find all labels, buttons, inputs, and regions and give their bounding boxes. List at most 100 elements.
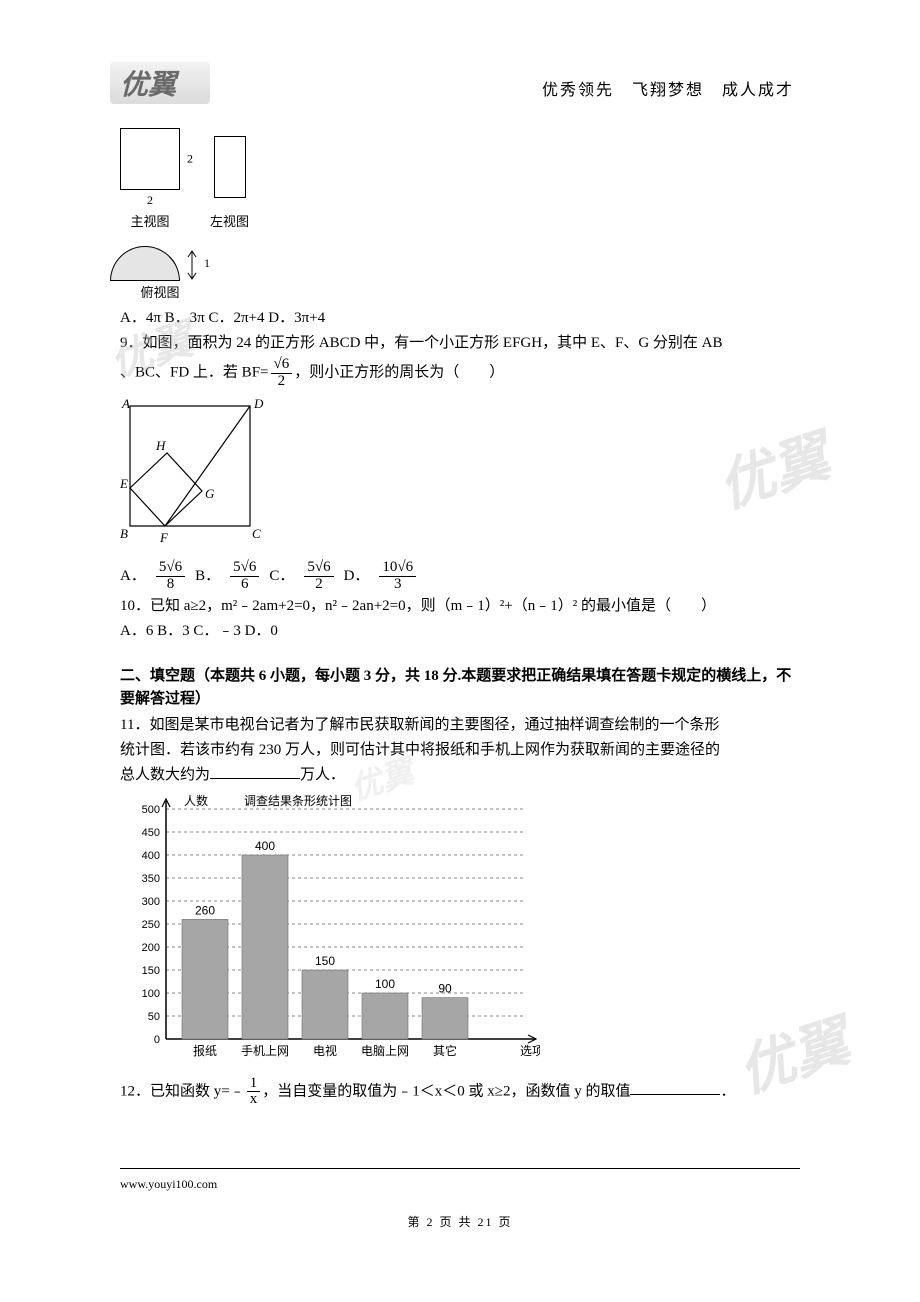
q10-options: A．6 B．3 C．﹣3 D．0 — [120, 620, 800, 643]
svg-text:电视: 电视 — [313, 1043, 337, 1058]
q9-frac-den: 2 — [271, 374, 293, 390]
side-view-rect — [214, 136, 246, 198]
q8-options: A．4π B．3π C．2π+4 D．3π+4 — [120, 307, 800, 330]
svg-text:D: D — [253, 396, 264, 411]
front-view-height: 2 — [187, 150, 193, 169]
q12-den: x — [247, 1092, 261, 1108]
svg-text:400: 400 — [142, 850, 160, 862]
logo-text: 优翼 — [120, 64, 176, 107]
svg-text:50: 50 — [148, 1011, 160, 1023]
q11-line3: 总人数大约为 万人． — [120, 764, 800, 787]
svg-text:90: 90 — [438, 982, 452, 996]
q9-a-den: 8 — [156, 577, 185, 593]
q12-num: 1 — [247, 1076, 261, 1093]
page-header: 优翼 优秀领先 飞翔梦想 成人成才 — [120, 68, 800, 104]
q8-views-row: 2 2 主视图 左视图 — [120, 128, 800, 232]
q9-a-num: 5√6 — [156, 560, 185, 577]
top-view-label: 俯视图 — [140, 283, 179, 303]
q11-line3-post: 万人． — [300, 767, 345, 783]
q9-opt-c-frac: 5√62 — [304, 560, 333, 593]
svg-text:C: C — [252, 526, 261, 541]
q11-line3-pre: 总人数大约为 — [120, 767, 210, 783]
q9-opt-a-label: A． — [120, 565, 146, 588]
q12-line: 12．已知函数 y=﹣1x，当自变量的取值为﹣1＜x＜0 或 x≥2，函数值 y… — [120, 1076, 800, 1109]
q9-frac-num: √6 — [271, 357, 293, 374]
q9-opt-a-frac: 5√68 — [156, 560, 185, 593]
dim-arrow-icon — [186, 249, 198, 281]
svg-text:其它: 其它 — [433, 1043, 457, 1058]
q9-opt-d-label: D． — [344, 565, 370, 588]
q9-c-num: 5√6 — [304, 560, 333, 577]
svg-text:G: G — [205, 486, 215, 501]
q11-chart: 人数 调查结果条形统计图 0 50 100 150 200 250 300 350 400 450 50… — [120, 791, 800, 1069]
q12-post: ． — [720, 1083, 735, 1099]
top-view-depth-dim — [186, 249, 198, 281]
svg-text:选项: 选项 — [520, 1044, 540, 1058]
header-slogan: 优秀领先 飞翔梦想 成人成才 — [542, 79, 800, 104]
q9-line1: 9．如图，面积为 24 的正方形 ABCD 中，有一个小正方形 EFGH，其中 … — [120, 332, 800, 355]
q9-opt-d-frac: 10√63 — [379, 560, 416, 593]
svg-text:人数: 人数 — [184, 793, 208, 808]
q9-opt-c-label: C． — [269, 565, 294, 588]
top-view-depth: 1 — [204, 254, 210, 273]
top-view-shape — [110, 246, 180, 281]
q9-line2: 、BC、FD 上．若 BF=√62，则小正方形的周长为（ ） — [120, 357, 800, 390]
q12-pre: 12．已知函数 y=﹣ — [120, 1083, 245, 1099]
q10-line1: 10．已知 a≥2，m²﹣2am+2=0，n²﹣2an+2=0，则（m﹣1）²+… — [120, 595, 800, 618]
logo: 优翼 — [120, 68, 210, 104]
svg-text:300: 300 — [142, 896, 160, 908]
q9-b-den: 6 — [230, 577, 259, 593]
bar-chart-svg: 人数 调查结果条形统计图 0 50 100 150 200 250 300 350 400 450 50… — [120, 791, 540, 1061]
svg-text:100: 100 — [375, 977, 395, 991]
section2-heading: 二、填空题（本题共 6 小题，每小题 3 分，共 18 分.本题要求把正确结果填… — [120, 665, 800, 712]
svg-text:400: 400 — [255, 839, 275, 853]
page-footer: www.youyi100.com 第 2 页 共 21 页 — [120, 1168, 800, 1232]
svg-text:100: 100 — [142, 988, 160, 1000]
q9-c-den: 2 — [304, 577, 333, 593]
svg-text:F: F — [159, 530, 169, 545]
q12-frac: 1x — [247, 1076, 261, 1109]
front-view-label: 主视图 — [130, 212, 169, 232]
q11-line2: 统计图．若该市约有 230 万人，则可估计其中将报纸和手机上网作为获取新闻的主要… — [120, 739, 800, 762]
svg-text:150: 150 — [142, 965, 160, 977]
svg-text:500: 500 — [142, 804, 160, 816]
q8-top-view: 1 俯视图 — [120, 246, 200, 303]
svg-text:150: 150 — [315, 954, 335, 968]
q12-mid: ，当自变量的取值为﹣1＜x＜0 或 x≥2，函数值 y 的取值 — [262, 1083, 630, 1099]
q9-bf-fraction: √62 — [271, 357, 293, 390]
q9-d-den: 3 — [379, 577, 416, 593]
q8-side-view: 左视图 — [210, 136, 249, 232]
q9-options: A． 5√68 B． 5√66 C． 5√62 D． 10√63 — [120, 560, 800, 593]
svg-text:E: E — [120, 476, 128, 491]
svg-text:250: 250 — [142, 919, 160, 931]
svg-text:手机上网: 手机上网 — [241, 1044, 289, 1058]
svg-text:H: H — [155, 438, 166, 453]
svg-text:报纸: 报纸 — [193, 1043, 217, 1058]
q11-line1: 11．如图是某市电视台记者为了解市民获取新闻的主要图径，通过抽样调查绘制的一个条… — [120, 714, 800, 737]
q12-blank — [630, 1080, 720, 1095]
q9-figure: A D B C E F G H — [120, 396, 295, 546]
front-view-width: 2 — [147, 191, 153, 210]
q9-line2-post: ，则小正方形的周长为（ ） — [294, 365, 504, 381]
q9-opt-b-label: B． — [195, 565, 220, 588]
side-view-label: 左视图 — [210, 212, 249, 232]
q11-blank — [210, 764, 300, 779]
q9-d-num: 10√6 — [379, 560, 416, 577]
page-number: 第 2 页 共 21 页 — [120, 1213, 800, 1232]
svg-text:260: 260 — [195, 904, 215, 918]
svg-text:调查结果条形统计图: 调查结果条形统计图 — [244, 794, 352, 808]
footer-url: www.youyi100.com — [120, 1175, 800, 1194]
page-content: 2 2 主视图 左视图 1 俯视图 A．4π — [120, 128, 800, 1108]
front-view-rect: 2 — [120, 128, 180, 190]
q9-line2-pre: 、BC、FD 上．若 BF= — [120, 365, 269, 381]
q9-b-num: 5√6 — [230, 560, 259, 577]
svg-text:0: 0 — [154, 1034, 160, 1046]
svg-text:A: A — [121, 396, 130, 411]
svg-text:450: 450 — [142, 827, 160, 839]
q8-front-view: 2 2 主视图 — [120, 128, 180, 232]
svg-text:电脑上网: 电脑上网 — [361, 1044, 409, 1058]
svg-text:B: B — [120, 526, 128, 541]
q9-opt-b-frac: 5√66 — [230, 560, 259, 593]
svg-text:200: 200 — [142, 942, 160, 954]
svg-text:350: 350 — [142, 873, 160, 885]
